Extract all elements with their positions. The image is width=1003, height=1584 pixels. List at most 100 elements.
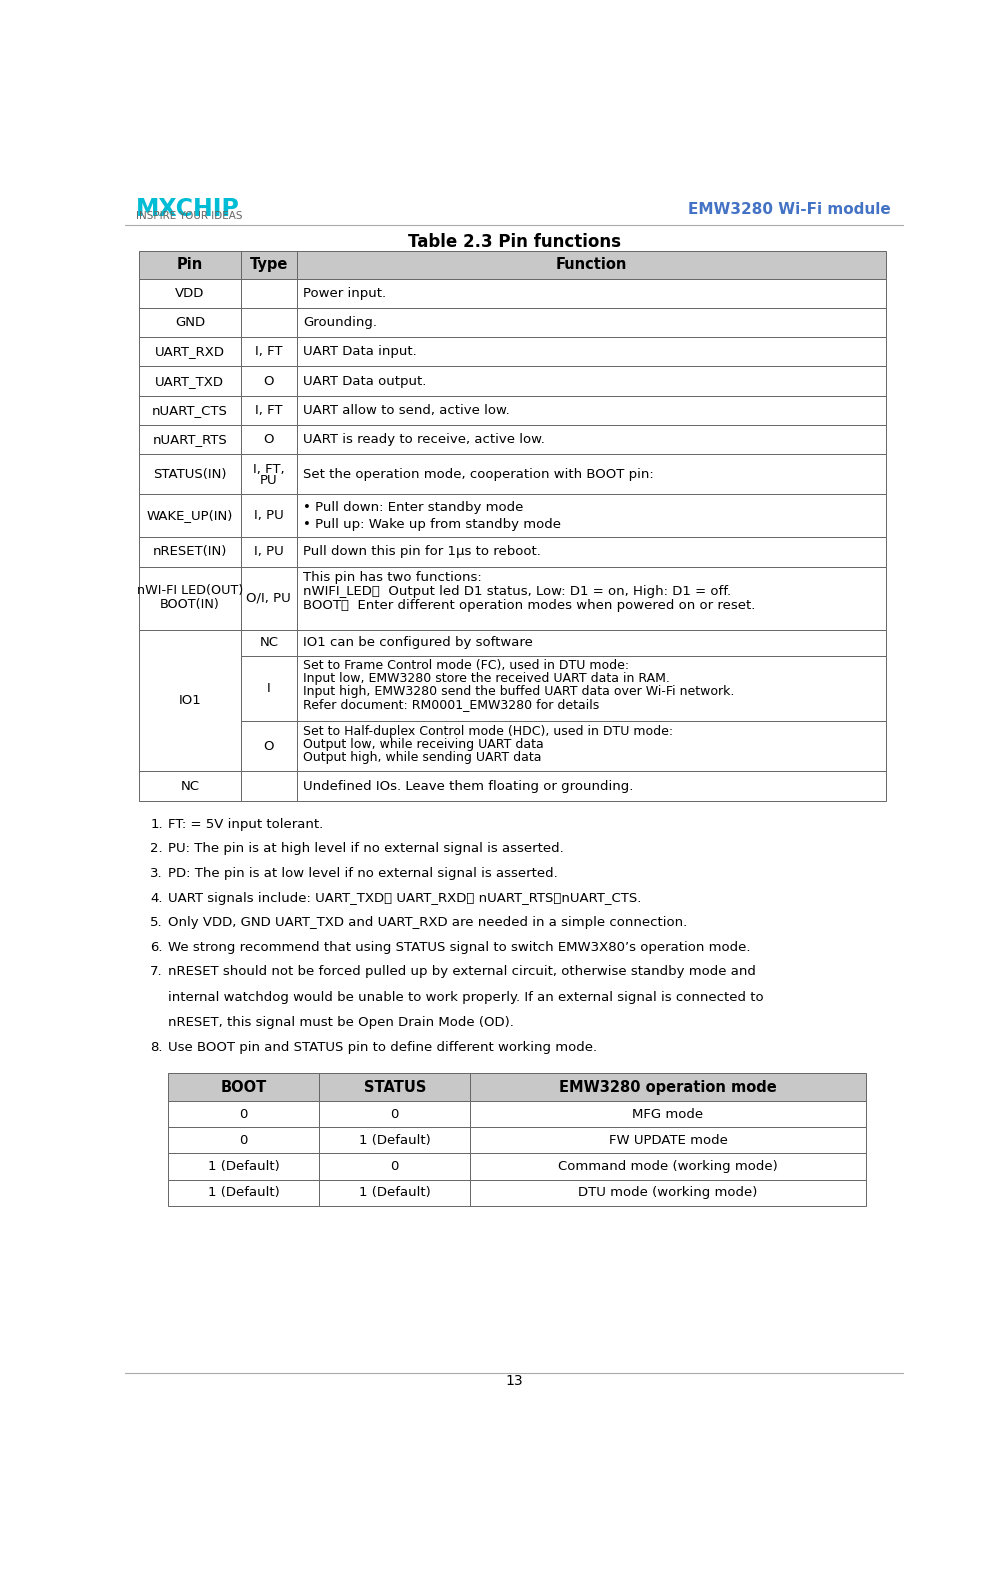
Bar [297,425,885,455]
Bar [297,366,885,396]
Text: I, PU: I, PU [254,545,284,559]
Bar [138,425,241,455]
Bar [319,1180,470,1205]
Text: 1 (Default): 1 (Default) [208,1186,279,1199]
Bar [138,396,241,425]
Text: PD: The pin is at low level if no external signal is asserted.: PD: The pin is at low level if no extern… [168,866,558,879]
Text: Power input.: Power input. [303,287,386,299]
Text: Function: Function [555,257,626,272]
Bar [168,1128,319,1153]
Bar [470,1074,865,1101]
Text: Set to Half-duplex Control mode (HDC), used in DTU mode:: Set to Half-duplex Control mode (HDC), u… [303,725,672,738]
Text: nWI-FI LED(OUT): nWI-FI LED(OUT) [136,584,243,597]
Bar [138,279,241,307]
Bar [297,567,885,630]
Text: nRESET(IN): nRESET(IN) [152,545,227,559]
Bar [241,656,297,721]
Bar [138,494,241,537]
Text: GND: GND [175,317,205,329]
Bar [138,337,241,366]
Text: STATUS(IN): STATUS(IN) [152,467,227,480]
Bar [138,771,241,800]
Bar [297,455,885,494]
Text: IO1: IO1 [179,694,201,706]
Bar [470,1101,865,1128]
Text: 0: 0 [240,1107,248,1120]
Text: VDD: VDD [175,287,205,299]
Text: nUART_RTS: nUART_RTS [152,432,227,447]
Text: I: I [267,681,271,695]
Text: 0: 0 [390,1159,398,1172]
Bar [297,396,885,425]
Text: UART Data input.: UART Data input. [303,345,416,358]
Bar [297,337,885,366]
Text: 6.: 6. [150,941,162,954]
Text: 8.: 8. [150,1041,162,1053]
Text: 13: 13 [506,1375,523,1388]
Text: EMW3280 operation mode: EMW3280 operation mode [559,1080,776,1095]
Text: nUART_CTS: nUART_CTS [151,404,228,417]
Text: BOOT(IN): BOOT(IN) [159,597,220,611]
Bar [241,250,297,279]
Text: BOOT：  Enter different operation modes when powered on or reset.: BOOT： Enter different operation modes wh… [303,599,754,611]
Text: NC: NC [259,637,278,649]
Text: 1 (Default): 1 (Default) [208,1159,279,1172]
Bar [297,721,885,771]
Text: 7.: 7. [150,966,162,979]
Text: I, FT: I, FT [255,404,282,417]
Bar [241,721,297,771]
Text: I, PU: I, PU [254,510,284,523]
Bar [297,250,885,279]
Bar [168,1180,319,1205]
Text: UART Data output.: UART Data output. [303,374,426,388]
Bar [241,307,297,337]
Text: PU: The pin is at high level if no external signal is asserted.: PU: The pin is at high level if no exter… [168,843,564,855]
Bar [297,537,885,567]
Text: 2.: 2. [150,843,162,855]
Bar [168,1153,319,1180]
Text: DTU mode (working mode): DTU mode (working mode) [578,1186,757,1199]
Text: Type: Type [250,257,288,272]
Bar [241,567,297,630]
Text: EMW3280 Wi-Fi module: EMW3280 Wi-Fi module [687,203,890,217]
Text: STATUS: STATUS [363,1080,425,1095]
Bar [241,771,297,800]
Text: Input high, EMW3280 send the buffed UART data over Wi-Fi network.: Input high, EMW3280 send the buffed UART… [303,684,733,699]
Text: Output low, while receiving UART data: Output low, while receiving UART data [303,738,544,751]
Bar [297,494,885,537]
Text: Undefined IOs. Leave them floating or grounding.: Undefined IOs. Leave them floating or gr… [303,779,633,792]
Bar [241,630,297,656]
Text: Set the operation mode, cooperation with BOOT pin:: Set the operation mode, cooperation with… [303,467,653,480]
Text: 4.: 4. [150,892,162,904]
Text: Pull down this pin for 1μs to reboot.: Pull down this pin for 1μs to reboot. [303,545,541,559]
Text: WAKE_UP(IN): WAKE_UP(IN) [146,510,233,523]
Bar [168,1074,319,1101]
Bar [241,455,297,494]
Text: INSPIRE YOUR IDEAS: INSPIRE YOUR IDEAS [136,211,243,220]
Bar [470,1128,865,1153]
Text: • Pull up: Wake up from standby mode: • Pull up: Wake up from standby mode [303,518,561,531]
Text: 0: 0 [390,1107,398,1120]
Text: O: O [264,432,274,447]
Text: 5.: 5. [150,916,162,930]
Bar [138,630,241,771]
Bar [470,1180,865,1205]
Text: nRESET should not be forced pulled up by external circuit, otherwise standby mod: nRESET should not be forced pulled up by… [168,966,755,979]
Text: 1 (Default): 1 (Default) [359,1186,430,1199]
Text: 0: 0 [240,1134,248,1147]
Bar [297,771,885,800]
Bar [241,425,297,455]
Text: UART is ready to receive, active low.: UART is ready to receive, active low. [303,432,545,447]
Bar [319,1101,470,1128]
Bar [241,366,297,396]
Bar [241,337,297,366]
Bar [297,630,885,656]
Text: FT: = 5V input tolerant.: FT: = 5V input tolerant. [168,817,323,830]
Bar [241,537,297,567]
Text: Set to Frame Control mode (FC), used in DTU mode:: Set to Frame Control mode (FC), used in … [303,659,629,672]
Text: 3.: 3. [150,866,162,879]
Text: O/I, PU: O/I, PU [247,592,291,605]
Bar [138,250,241,279]
Text: Use BOOT pin and STATUS pin to define different working mode.: Use BOOT pin and STATUS pin to define di… [168,1041,597,1053]
Text: UART signals include: UART_TXD， UART_RXD， nUART_RTS和nUART_CTS.: UART signals include: UART_TXD， UART_RXD… [168,892,641,904]
